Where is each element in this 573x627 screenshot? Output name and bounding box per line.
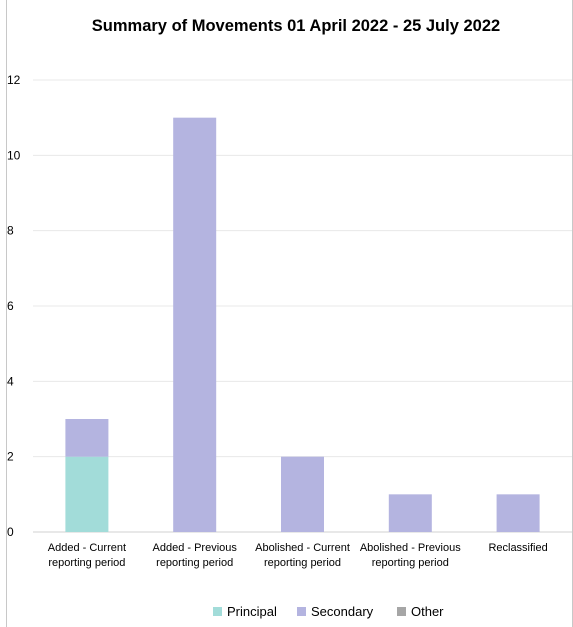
x-tick-label: Abolished - Current reporting period xyxy=(255,542,350,569)
bars xyxy=(65,117,540,533)
y-tick-label: 10 xyxy=(7,148,21,162)
y-tick-label: 6 xyxy=(7,299,14,313)
y-axis: 0 2 4 6 8 10 12 xyxy=(7,73,21,539)
legend-label-other: Other xyxy=(411,604,444,619)
x-tick-label: Added - Current reporting period xyxy=(48,542,126,569)
x-tick-label: Abolished - Previous reporting period xyxy=(360,542,461,569)
chart-title: Summary of Movements 01 April 2022 - 25 … xyxy=(92,17,500,35)
legend-label-secondary: Secondary xyxy=(311,604,374,619)
bar-secondary xyxy=(388,494,432,532)
bar-secondary xyxy=(173,117,217,533)
bar-principal xyxy=(65,456,109,532)
legend-label-principal: Principal xyxy=(227,604,277,619)
bar-secondary xyxy=(65,419,109,457)
legend-swatch-principal xyxy=(213,607,222,616)
y-tick-label: 8 xyxy=(7,224,14,238)
bar-secondary xyxy=(281,456,324,532)
bar-secondary xyxy=(496,494,540,532)
legend: Principal Secondary Other xyxy=(213,604,444,619)
y-tick-label: 4 xyxy=(7,374,14,388)
legend-swatch-secondary xyxy=(297,607,306,616)
x-axis: Added - Current reporting period Added - P… xyxy=(48,542,548,569)
y-tick-label: 12 xyxy=(7,73,21,87)
x-tick-label: Reclassified xyxy=(488,542,547,554)
legend-swatch-other xyxy=(397,607,406,616)
y-tick-label: 0 xyxy=(7,525,14,539)
y-tick-label: 2 xyxy=(7,450,14,464)
x-tick-label: Added - Previous reporting period xyxy=(153,542,238,569)
